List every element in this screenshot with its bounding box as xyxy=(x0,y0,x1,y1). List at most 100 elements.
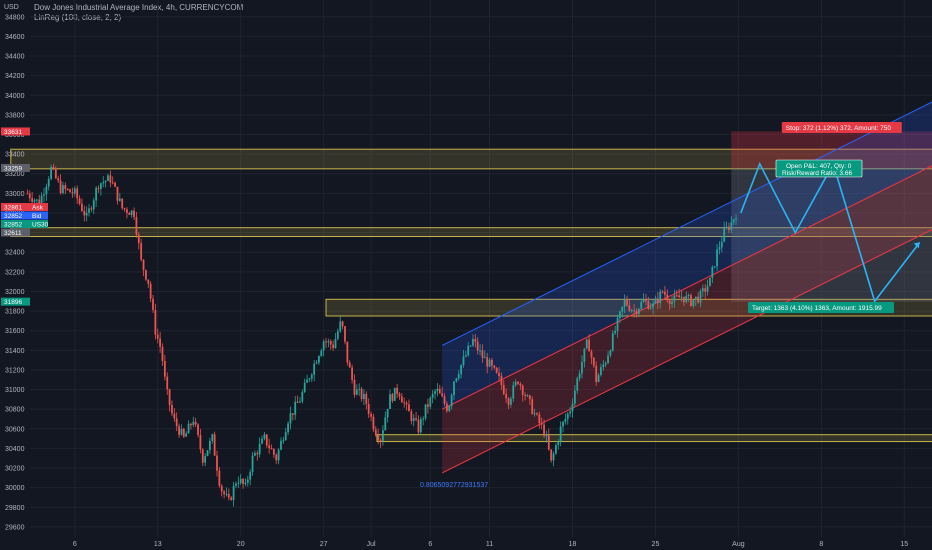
candle-body xyxy=(637,308,640,314)
candle-body xyxy=(232,485,235,500)
candle-body xyxy=(434,391,436,394)
candle-body xyxy=(671,301,673,305)
candle-body xyxy=(301,392,304,402)
candle-body xyxy=(690,295,692,306)
candle-body xyxy=(178,426,180,435)
price-tag-bg xyxy=(30,202,48,211)
candle-body xyxy=(339,321,342,332)
price-badge: 32852 xyxy=(4,213,22,220)
candle-body xyxy=(694,296,697,300)
candle-body xyxy=(109,175,112,183)
candle-body xyxy=(438,388,441,394)
candle-body xyxy=(187,423,190,434)
candle-body xyxy=(550,449,553,461)
candle-body xyxy=(628,305,631,311)
grid xyxy=(30,0,932,537)
candle-body xyxy=(336,331,339,339)
candle-body xyxy=(412,418,415,422)
candle-body xyxy=(118,198,121,201)
candle-body xyxy=(130,210,133,215)
candle-body xyxy=(396,387,399,394)
x-tick-label: 20 xyxy=(237,541,245,548)
candle-body xyxy=(353,379,356,395)
candle-body xyxy=(208,440,211,451)
candle-body xyxy=(623,299,626,307)
candle-body xyxy=(649,307,652,309)
candle-body xyxy=(147,279,150,284)
x-tick-label: 13 xyxy=(154,541,162,548)
time-axis[interactable]: 6 13 20 27 Jul 6 11 18 25 Aug 8 15 xyxy=(73,541,908,548)
candle-body xyxy=(709,277,711,287)
candle-body xyxy=(38,199,41,207)
candle-body xyxy=(576,378,579,391)
y-tick-label: 30400 xyxy=(5,446,25,453)
candle-body xyxy=(505,393,508,399)
x-tick-label: 6 xyxy=(73,541,77,548)
y-tick-label: 34600 xyxy=(5,34,25,41)
candle-body xyxy=(315,362,318,364)
candle-body xyxy=(71,192,74,194)
open-pnl-bg xyxy=(775,159,863,178)
candle-body xyxy=(502,384,505,394)
candle-body xyxy=(573,390,576,404)
candle-body xyxy=(538,414,541,424)
candle-body xyxy=(204,456,207,463)
candle-body xyxy=(659,291,662,304)
candle-body xyxy=(526,395,529,397)
candle-body xyxy=(521,385,524,395)
candle-body xyxy=(713,266,716,268)
y-tick-label: 30000 xyxy=(5,485,25,492)
candle-body xyxy=(635,310,638,314)
candle-body xyxy=(735,218,737,220)
candle-body xyxy=(327,341,330,343)
candle-body xyxy=(334,338,337,349)
candle-body xyxy=(135,217,138,235)
candle-body xyxy=(220,485,223,492)
candle-body xyxy=(547,434,550,450)
candle-body xyxy=(732,219,735,223)
price-badge: 32852 xyxy=(4,221,22,228)
y-tick-label: 31600 xyxy=(5,328,25,335)
open-pnl-label: Open P&L: 407, Qty: 0 xyxy=(786,163,852,170)
price-badge-bg xyxy=(1,211,30,220)
candle-body xyxy=(673,295,676,302)
price-badge-bg xyxy=(1,219,30,228)
y-tick-label: 30200 xyxy=(5,466,25,473)
candle-body xyxy=(254,453,256,456)
candle-body xyxy=(500,376,503,385)
candle-body xyxy=(453,381,455,396)
candle-body xyxy=(121,198,124,209)
candle-body xyxy=(533,413,536,415)
y-tick-label: 33000 xyxy=(5,191,25,198)
candle-body xyxy=(199,435,202,450)
candle-body xyxy=(318,356,320,363)
chart-title: Dow Jones Industrial Average Index, 4h, … xyxy=(34,3,244,12)
y-tick-label: 34400 xyxy=(5,54,25,61)
candle-body xyxy=(90,208,93,210)
candle-body xyxy=(498,372,500,377)
candle-body xyxy=(370,413,372,417)
candle-body xyxy=(251,455,254,473)
candle-body xyxy=(443,396,446,404)
candle-body xyxy=(180,428,183,435)
y-tick-label: 30600 xyxy=(5,426,25,433)
candle-body xyxy=(393,387,396,401)
candle-body xyxy=(107,175,109,181)
candle-body xyxy=(43,194,45,196)
candle-body xyxy=(261,438,263,444)
price-axis[interactable]: 29600 29800 30000 30200 30400 30600 30800 31000… xyxy=(5,14,25,531)
candle-body xyxy=(488,359,491,367)
annotations: Stop: 372 (1.12%) 372, Amount: 750 Open P… xyxy=(420,122,902,489)
candle-body xyxy=(619,311,621,319)
candle-body xyxy=(699,291,702,303)
candle-body xyxy=(588,339,590,352)
candle-body xyxy=(225,493,228,495)
candle-body xyxy=(597,374,600,383)
candle-body xyxy=(280,440,282,450)
candle-body xyxy=(559,426,562,442)
candle-body xyxy=(329,341,332,345)
candle-body xyxy=(616,318,619,331)
candle-body xyxy=(682,296,685,303)
candle-body xyxy=(569,411,572,414)
